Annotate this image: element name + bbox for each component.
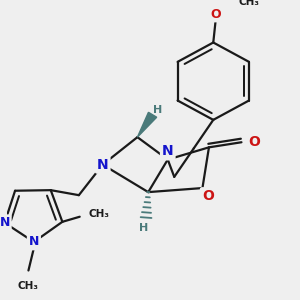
Text: CH₃: CH₃: [238, 0, 259, 7]
Text: N: N: [97, 158, 109, 172]
Text: N: N: [162, 144, 174, 158]
Text: H: H: [153, 105, 163, 115]
Text: O: O: [210, 8, 221, 20]
Text: H: H: [139, 223, 148, 233]
Text: N: N: [0, 216, 10, 229]
Text: CH₃: CH₃: [18, 281, 39, 291]
Text: CH₃: CH₃: [88, 209, 110, 219]
Text: O: O: [202, 189, 214, 203]
Text: N: N: [29, 236, 39, 248]
Polygon shape: [137, 112, 157, 137]
Text: O: O: [248, 135, 260, 149]
